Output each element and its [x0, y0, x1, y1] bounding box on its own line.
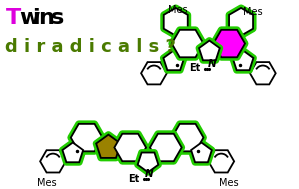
- Polygon shape: [172, 30, 203, 57]
- Polygon shape: [141, 62, 167, 84]
- Polygon shape: [163, 50, 184, 70]
- Text: d i r a d i c a l s ?: d i r a d i c a l s ?: [5, 38, 176, 56]
- Text: Mes: Mes: [219, 178, 239, 188]
- Polygon shape: [191, 143, 212, 162]
- Text: w: w: [19, 8, 40, 28]
- Text: N: N: [208, 59, 217, 69]
- Polygon shape: [114, 134, 146, 161]
- Polygon shape: [199, 41, 220, 60]
- Polygon shape: [172, 124, 203, 151]
- Text: Et: Et: [128, 174, 139, 184]
- Polygon shape: [233, 50, 253, 70]
- Polygon shape: [150, 134, 182, 161]
- Text: i: i: [32, 8, 40, 28]
- Polygon shape: [62, 143, 83, 162]
- Text: Et: Et: [189, 63, 200, 73]
- Text: n: n: [38, 8, 54, 28]
- Polygon shape: [164, 8, 188, 36]
- Text: N: N: [145, 169, 153, 179]
- Text: Mes: Mes: [168, 5, 187, 15]
- Polygon shape: [138, 153, 158, 172]
- Polygon shape: [213, 30, 245, 57]
- Polygon shape: [208, 150, 234, 173]
- Text: Mes: Mes: [243, 7, 263, 17]
- Polygon shape: [250, 62, 276, 84]
- Text: Mes: Mes: [37, 178, 57, 188]
- Text: s: s: [51, 8, 64, 28]
- Polygon shape: [229, 8, 253, 36]
- Polygon shape: [96, 135, 121, 158]
- Polygon shape: [40, 150, 66, 173]
- Text: T: T: [5, 8, 21, 28]
- Polygon shape: [71, 124, 103, 151]
